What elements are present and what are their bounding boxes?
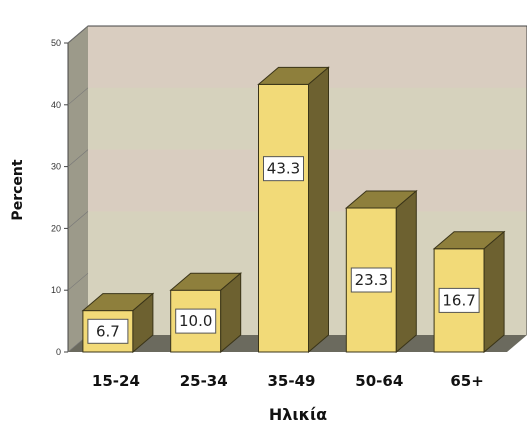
x-axis-title: Ηλικία	[269, 405, 327, 424]
x-tick-label: 25-34	[180, 372, 228, 390]
y-tick-depth	[67, 272, 89, 291]
y-tick-depth	[67, 25, 89, 44]
y-tick-label: 0	[56, 347, 61, 357]
data-label-box	[350, 267, 392, 293]
bar-side	[395, 189, 417, 354]
bar-side	[308, 66, 329, 354]
data-label: 43.3	[267, 160, 300, 178]
x-tick-label: 35-49	[268, 372, 316, 390]
y-tick-depth	[67, 211, 89, 229]
bar-side	[132, 292, 154, 354]
data-label: 16.7	[442, 291, 475, 309]
data-label-box	[263, 156, 304, 182]
x-tick-label: 65+	[450, 372, 483, 390]
bar-side	[220, 272, 242, 354]
x-axis: 15-24 25-34 35-49 50-64 65+	[92, 372, 484, 390]
data-label: 6.7	[96, 322, 120, 340]
bar-front	[258, 83, 309, 353]
side-wall	[68, 26, 88, 352]
y-tick-label: 30	[51, 162, 61, 172]
y-tick-label: 10	[51, 285, 61, 295]
bar: 6.7	[81, 292, 155, 354]
y-tick-depth	[67, 149, 89, 167]
bar: 43.3	[257, 66, 330, 354]
x-tick-label: 50-64	[355, 372, 403, 390]
data-label-box	[438, 287, 480, 313]
data-label-box	[87, 318, 129, 344]
bar: 16.7	[432, 230, 506, 354]
y-tick-label: 50	[51, 38, 61, 48]
y-axis: 0 10 20 30 40 50	[51, 25, 89, 357]
data-label-box	[175, 308, 217, 334]
bars: 6.7 10.0 43.3 23.3 16.7	[81, 66, 506, 354]
y-tick-label: 20	[51, 223, 61, 233]
y-tick-depth	[67, 87, 89, 106]
y-axis-title: Percent	[10, 159, 26, 220]
bar-side	[483, 230, 505, 354]
bar: 10.0	[169, 272, 243, 354]
x-tick-label: 15-24	[92, 372, 140, 390]
y-tick-label: 40	[51, 100, 61, 110]
data-label: 10.0	[179, 312, 212, 330]
bar: 23.3	[344, 189, 418, 354]
data-label: 23.3	[355, 271, 388, 289]
